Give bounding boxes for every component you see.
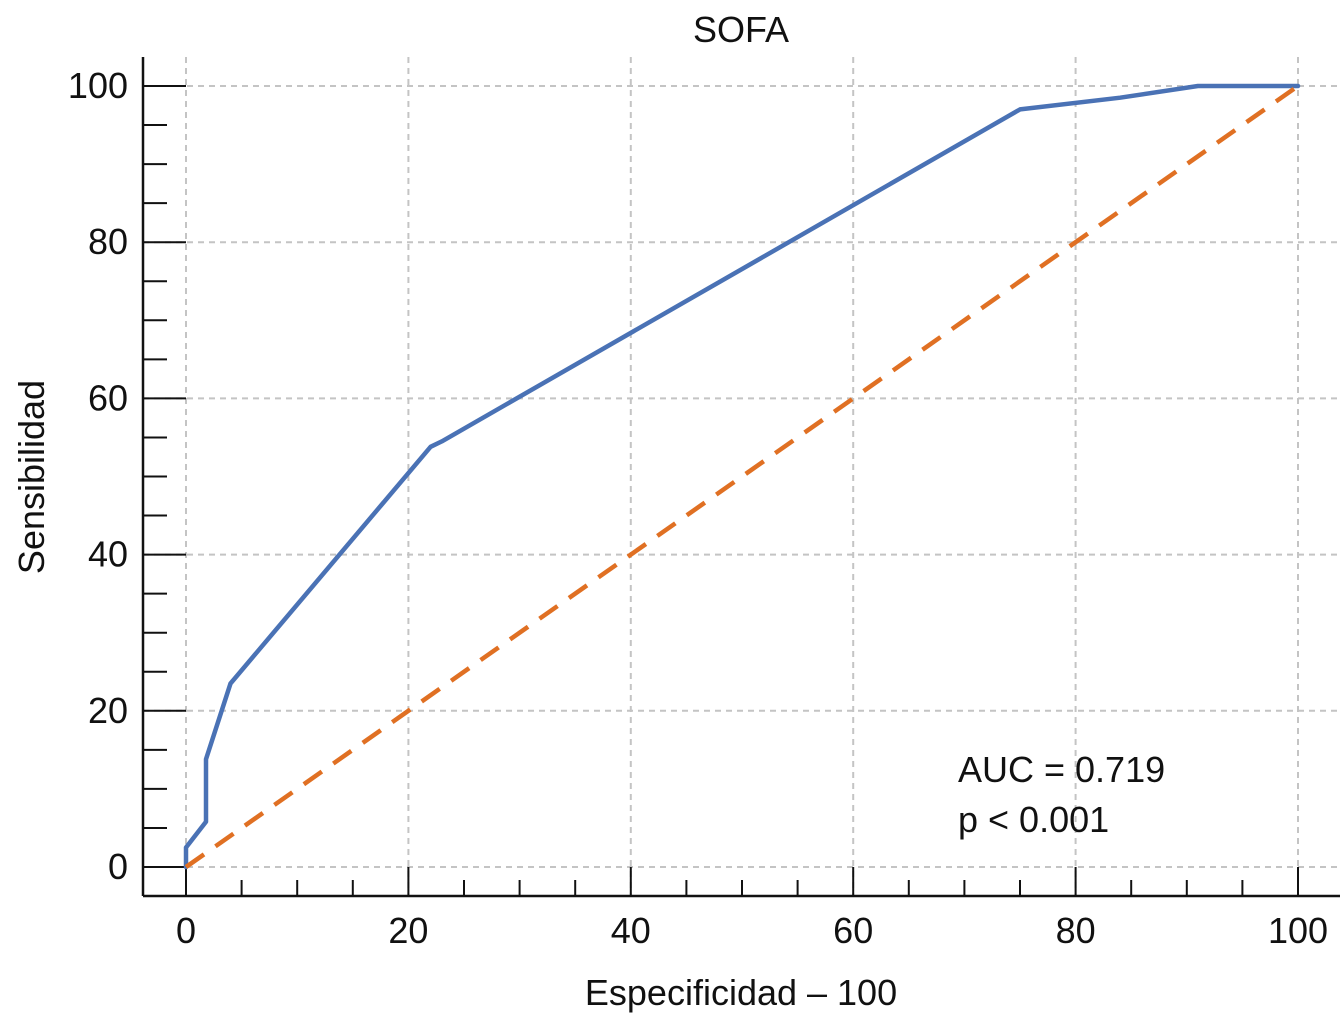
y-tick-label-60: 60: [88, 377, 128, 418]
chart-title: SOFA: [693, 9, 789, 50]
x-tick-label-80: 80: [1056, 910, 1096, 951]
x-axis-title: Especificidad – 100: [585, 972, 897, 1013]
y-tick-label-0: 0: [108, 846, 128, 887]
x-tick-label-0: 0: [176, 910, 196, 951]
y-tick-label-20: 20: [88, 690, 128, 731]
auc-annotation: AUC = 0.719: [958, 749, 1165, 790]
y-tick-label-40: 40: [88, 534, 128, 575]
roc-curve-line: [183, 83, 1301, 870]
y-tick-label-80: 80: [88, 221, 128, 262]
x-tick-label-60: 60: [833, 910, 873, 951]
x-tick-label-20: 20: [388, 910, 428, 951]
p-value-annotation: p < 0.001: [958, 799, 1109, 840]
y-axis-title: Sensibilidad: [11, 380, 52, 574]
tick-labels: 0 20 40 60 80 100 0 20 40 60 80 100: [68, 65, 1328, 951]
reference-diagonal-line: [184, 84, 1300, 869]
x-tick-label-40: 40: [611, 910, 651, 951]
ticks: [143, 85, 1299, 896]
y-tick-label-100: 100: [68, 65, 128, 106]
series: [183, 83, 1301, 870]
grid: [143, 57, 1340, 896]
x-tick-label-100: 100: [1268, 910, 1328, 951]
